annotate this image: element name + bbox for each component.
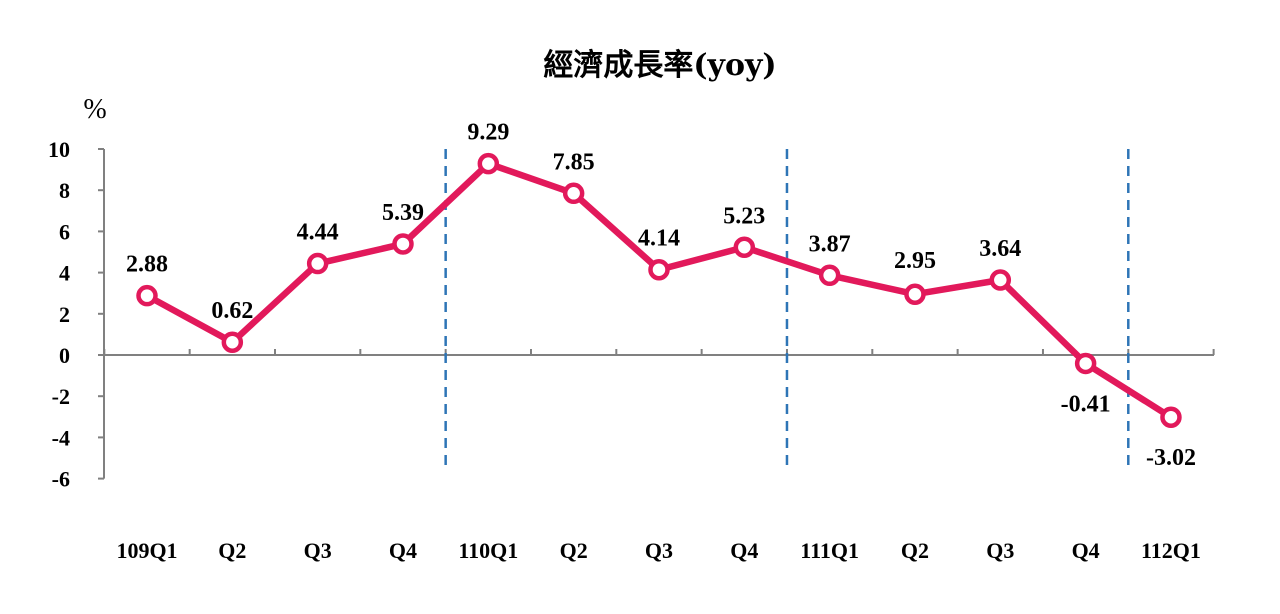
data-label: 5.23 [723, 203, 765, 229]
y-tick-label: -4 [52, 425, 70, 450]
data-point [733, 236, 756, 259]
x-tick-label: Q4 [389, 538, 417, 563]
data-label: 5.39 [382, 200, 424, 226]
data-label: 4.44 [297, 220, 339, 246]
data-label: 0.62 [211, 298, 253, 324]
data-label: -0.41 [1061, 391, 1111, 417]
y-tick-labels: 10 8 6 4 2 0 -2 -4 -6 [48, 137, 70, 492]
x-tick-label: 109Q1 [116, 538, 177, 563]
axes [98, 148, 1215, 480]
data-label: -3.02 [1146, 445, 1196, 471]
y-tick-label: -6 [52, 467, 70, 492]
data-point [477, 152, 500, 175]
x-tick-label: 112Q1 [1141, 538, 1201, 563]
data-label: 3.87 [809, 231, 851, 257]
data-point [562, 182, 585, 205]
series-polyline [143, 160, 1175, 421]
x-tick-label: Q2 [560, 538, 588, 563]
data-point [1074, 352, 1097, 375]
data-points [136, 152, 1182, 428]
data-label: 3.64 [979, 236, 1021, 262]
data-point [221, 331, 244, 353]
data-point [818, 264, 841, 287]
data-point [306, 252, 329, 275]
x-tick-label: Q2 [218, 538, 246, 563]
data-label: 7.85 [553, 149, 595, 175]
y-tick-label: 2 [59, 302, 70, 327]
data-point [648, 258, 670, 281]
x-tick-label: 111Q1 [800, 538, 859, 563]
x-tick-label: Q3 [304, 538, 332, 563]
x-tick-label: 110Q1 [458, 538, 518, 563]
x-tick-label: Q4 [730, 538, 758, 563]
y-tick-label: -2 [52, 384, 70, 409]
data-label: 2.88 [126, 252, 168, 278]
series-line [143, 160, 1175, 421]
y-tick-label: 0 [59, 343, 70, 368]
data-point [989, 269, 1012, 291]
data-point [392, 233, 414, 255]
x-tick-labels: 109Q1 Q2 Q3 Q4 110Q1 Q2 Q3 Q4 111Q1 Q2 Q3 Q4 112Q1 [116, 538, 1200, 563]
data-label: 4.14 [638, 226, 680, 252]
data-label: 2.95 [894, 248, 936, 274]
x-tick-label: Q3 [645, 538, 673, 563]
x-tick-label: Q4 [1072, 538, 1100, 563]
x-tick-label: Q2 [901, 538, 929, 563]
y-tick-label: 4 [59, 261, 70, 286]
data-point [136, 284, 158, 307]
y-tick-label: 6 [59, 219, 70, 244]
data-point [1160, 406, 1182, 428]
y-axis-unit: % [83, 94, 106, 125]
chart-title: 經濟成長率(yoy) [543, 48, 776, 83]
y-tick-label: 10 [48, 137, 70, 162]
data-point [904, 283, 926, 305]
data-label: 9.29 [467, 120, 509, 146]
data-labels: 2.88 0.62 4.44 5.39 9.29 7.85 4.14 5.23 3.87 2.95… [126, 120, 1196, 472]
y-tick-label: 8 [59, 178, 70, 203]
x-tick-label: Q3 [986, 538, 1014, 563]
